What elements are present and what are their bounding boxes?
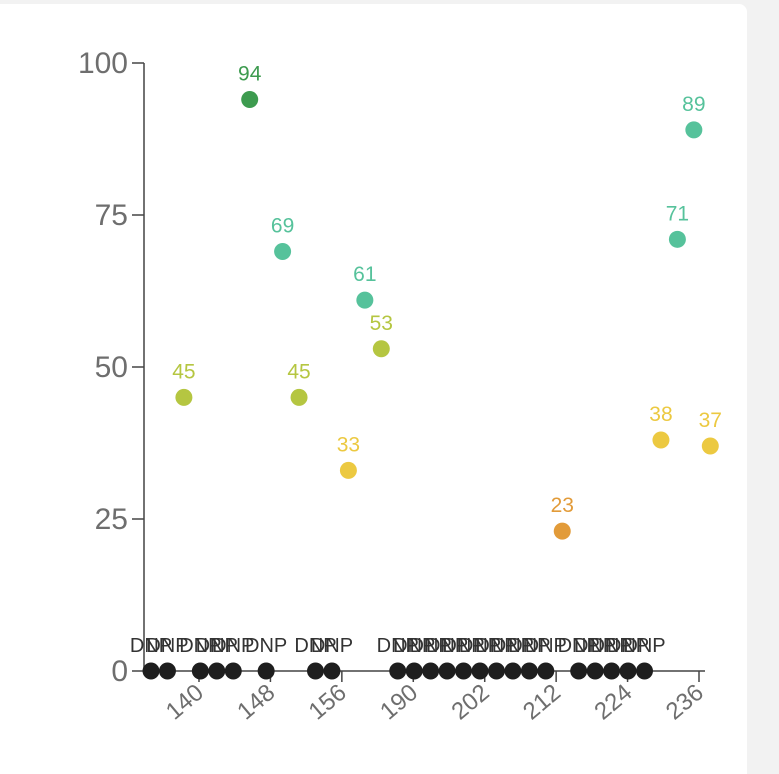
x-tick-label: 212 [518,679,566,725]
dnp-point [570,662,588,680]
data-label: 45 [287,360,310,383]
dnp-point [422,662,440,680]
y-tick-label: 25 [95,503,128,536]
dnp-point [603,662,621,680]
data-point [241,90,259,108]
dnp-point [307,662,324,680]
dnp-point [487,662,505,680]
data-point [356,291,374,309]
dnp-point [389,662,407,680]
y-axis: 0 25 50 75 100 [78,47,145,688]
dnp-point [619,662,637,680]
dnp-point [471,662,489,680]
x-axis: 140 148 156 190 202 212 224 236 [144,670,709,725]
data-label: 45 [172,360,195,383]
dnp-label: DNP [146,635,188,657]
dnp-label: DNP [459,635,501,657]
data-label: 37 [699,409,722,432]
data-point [372,340,390,358]
dnp-label: DNP [179,635,221,657]
x-tick-label: 140 [161,679,209,725]
dnp-point [636,662,653,680]
dnp-point [520,662,538,680]
dnp-label: DNP [196,635,238,657]
dnp-point [323,662,341,680]
data-point [652,431,670,449]
data-label: 38 [649,403,672,426]
dnp-label: DNP [558,635,600,657]
chart-card [0,4,747,774]
data-label: 61 [353,263,376,286]
dnp-label: DNP [393,635,435,657]
dnp-point [224,662,242,680]
dnp-label: DNP [442,635,484,657]
dnp-label: DNP [590,635,632,657]
data-label: 23 [551,494,574,517]
dnp-point [438,662,456,680]
dnp-point [405,662,423,680]
dnp-label: DNP [245,635,287,657]
data-point [339,461,357,479]
dnp-label: DNP [426,635,468,657]
y-tick-label: 50 [95,351,128,384]
data-label: 33 [337,433,360,456]
dnp-label: DNP [294,635,336,657]
dnp-point [586,662,604,680]
data-point [701,437,719,455]
data-label: 53 [370,312,393,335]
dnp-point [455,662,473,680]
dnp-label: DNP [212,635,254,657]
dnp-label: DNP [574,635,616,657]
dnp-point [142,662,160,680]
data-point [553,522,571,540]
dnp-point [504,662,522,680]
dnp-label: DNP [607,635,649,657]
data-point [274,242,292,260]
dnp-point [158,662,176,680]
y-tick-label: 75 [95,199,128,232]
data-label: 71 [666,202,689,225]
data-point [290,388,308,406]
data-point [668,230,686,248]
dnp-label: DNP [377,635,419,657]
dnp-point [537,662,555,680]
x-tick-label: 148 [232,679,280,725]
x-tick-label: 224 [589,679,637,725]
y-tick-label: 100 [78,47,128,80]
data-points: 45 94 69 45 33 61 53 23 38 71 89 37 [142,62,722,680]
dnp-label: DNP [311,635,353,657]
dnp-label: DNP [410,635,452,657]
x-tick-label: 202 [447,679,495,725]
y-tick-label: 0 [111,655,128,688]
data-label: 94 [238,62,262,85]
dnp-label: DNP [508,635,550,657]
x-tick-label: 156 [304,679,352,725]
data-point [175,388,193,406]
data-label: 69 [271,214,294,237]
dnp-label: DNP [525,635,567,657]
dnp-point [257,662,275,680]
dnp-label: DNP [475,635,517,657]
dnp-label: DNP [130,635,172,657]
dnp-point [208,662,226,680]
x-tick-label: 236 [661,679,709,725]
dnp-label: DNP [492,635,534,657]
dnp-label: DNP [623,635,665,657]
dnp-point [191,662,209,680]
data-point [685,121,703,139]
data-label: 89 [682,93,705,116]
x-tick-label: 190 [375,679,423,725]
